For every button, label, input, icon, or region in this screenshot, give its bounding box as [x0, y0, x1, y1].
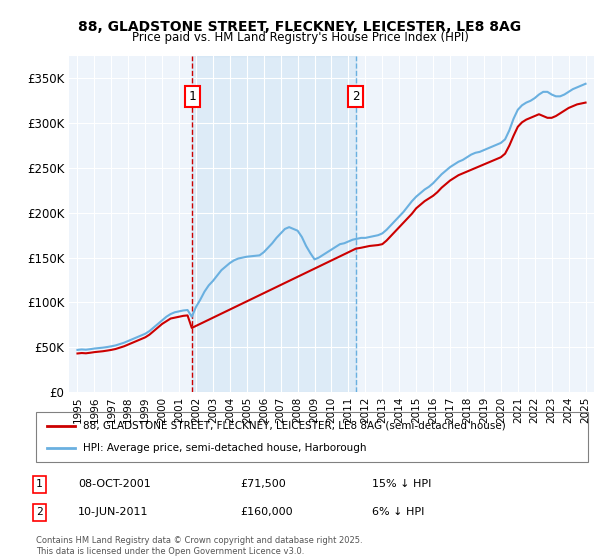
Text: HPI: Average price, semi-detached house, Harborough: HPI: Average price, semi-detached house,… [83, 443, 367, 453]
Text: Contains HM Land Registry data © Crown copyright and database right 2025.
This d: Contains HM Land Registry data © Crown c… [36, 536, 362, 556]
Text: 08-OCT-2001: 08-OCT-2001 [78, 479, 151, 489]
Text: 2: 2 [352, 90, 359, 103]
Text: 10-JUN-2011: 10-JUN-2011 [78, 507, 149, 517]
Text: £160,000: £160,000 [240, 507, 293, 517]
Bar [192, 56, 356, 392]
Text: 15% ↓ HPI: 15% ↓ HPI [372, 479, 431, 489]
Text: 6% ↓ HPI: 6% ↓ HPI [372, 507, 424, 517]
Text: 1: 1 [188, 90, 196, 103]
Text: Price paid vs. HM Land Registry's House Price Index (HPI): Price paid vs. HM Land Registry's House … [131, 31, 469, 44]
Text: 1: 1 [36, 479, 43, 489]
Text: 88, GLADSTONE STREET, FLECKNEY, LEICESTER, LE8 8AG (semi-detached house): 88, GLADSTONE STREET, FLECKNEY, LEICESTE… [83, 421, 506, 431]
Text: £71,500: £71,500 [240, 479, 286, 489]
Text: 2: 2 [36, 507, 43, 517]
Text: 88, GLADSTONE STREET, FLECKNEY, LEICESTER, LE8 8AG: 88, GLADSTONE STREET, FLECKNEY, LEICESTE… [79, 20, 521, 34]
